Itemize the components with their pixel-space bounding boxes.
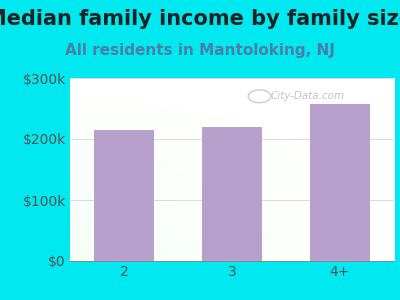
Bar (310, 103, 370, 261)
Text: City-Data.com: City-Data.com (271, 91, 345, 101)
Text: Median family income by family size: Median family income by family size (0, 9, 400, 29)
Bar (94, 130, 154, 261)
Text: All residents in Mantoloking, NJ: All residents in Mantoloking, NJ (65, 44, 335, 59)
Bar (202, 127, 262, 261)
